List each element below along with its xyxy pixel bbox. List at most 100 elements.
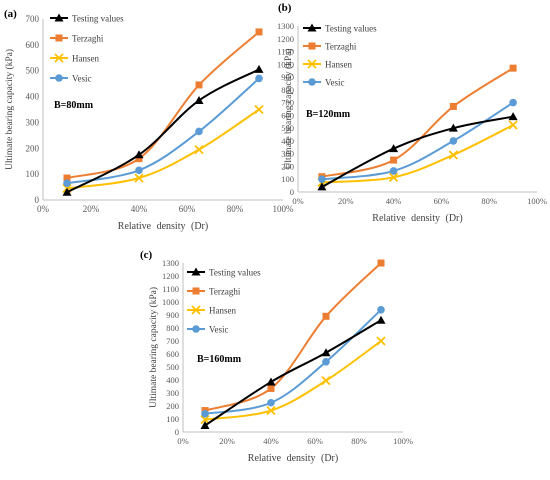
series-line xyxy=(321,124,514,184)
y-tick-label: 100 xyxy=(166,414,179,424)
y-tick-label: 200 xyxy=(26,143,40,153)
series-terzaghi xyxy=(318,64,517,181)
legend-marker xyxy=(191,267,201,276)
y-tick-label: 1300 xyxy=(162,258,179,268)
y-tick-label: 600 xyxy=(166,349,179,359)
y-tick-label: 500 xyxy=(26,66,40,76)
legend-marker xyxy=(55,74,63,82)
data-point xyxy=(509,98,517,107)
y-tick-label: 900 xyxy=(281,72,294,82)
legend: Testing values Terzaghi Hansen Vesic xyxy=(50,13,124,84)
x-tick-label: 20% xyxy=(219,436,235,446)
series-line xyxy=(204,309,382,415)
series-line xyxy=(204,319,382,427)
data-point xyxy=(255,28,263,36)
legend-item: Testing values xyxy=(50,13,124,24)
x-tick-label: 60% xyxy=(179,204,196,214)
legend-item: Testing values xyxy=(303,23,377,34)
legend-marker xyxy=(308,78,316,86)
data-point xyxy=(201,410,209,418)
legend-item: Terzaghi xyxy=(303,42,357,52)
data-point xyxy=(195,81,203,89)
legend-item: Testing values xyxy=(187,267,261,278)
x-tick-label: 20% xyxy=(83,204,100,214)
y-tick-label: 0 xyxy=(290,187,294,197)
x-tick-label: 40% xyxy=(131,204,148,214)
legend-label: Vesic xyxy=(72,74,92,84)
y-axis-title: Ultimate bearing capacity (kPa) xyxy=(4,49,15,170)
data-point xyxy=(508,112,518,121)
data-point xyxy=(389,144,399,153)
series-hansen xyxy=(62,104,264,194)
data-point xyxy=(135,155,143,163)
y-tick-label: 1300 xyxy=(277,21,294,31)
x-axis-title: Relative density (Dr) xyxy=(248,453,338,464)
legend-label: Testing values xyxy=(72,14,124,24)
x-tick-label: 0% xyxy=(292,196,303,206)
series-terzaghi xyxy=(63,28,263,182)
data-point xyxy=(321,376,331,386)
y-tick-label: 700 xyxy=(166,336,179,346)
x-tick-label: 80% xyxy=(481,196,497,206)
data-point xyxy=(509,64,517,72)
legend-marker xyxy=(55,34,63,42)
y-tick-label: 1100 xyxy=(277,47,294,57)
data-point xyxy=(194,95,204,104)
legend-marker xyxy=(308,42,316,50)
data-point xyxy=(508,120,518,130)
x-axis-title: Relative density (Dr) xyxy=(118,221,208,232)
series-vesic xyxy=(201,306,385,418)
y-tick-label: 700 xyxy=(281,98,294,108)
data-point xyxy=(195,127,203,136)
data-point xyxy=(449,137,458,145)
series-line xyxy=(66,31,260,179)
x-tick-label: 80% xyxy=(227,204,244,214)
chart-panel-2: 0 100 200 300 400 500 600 700 800 900 1000 1100 1200… xyxy=(277,2,547,224)
legend-item: Hansen xyxy=(303,59,352,70)
data-point xyxy=(377,306,385,314)
x-axis-title: Relative density (Dr) xyxy=(372,213,462,224)
y-tick-label: 400 xyxy=(281,136,294,146)
chart-panel-3: 0 100 200 300 400 500 600 700 800 900 1000 1100 1200… xyxy=(140,249,413,464)
chart-panel-1: 0 100 200 300 400 500 600 700 0% 20% 40% 60% 80% 100%… xyxy=(4,8,294,232)
x-tick-label: 40% xyxy=(263,436,279,446)
data-point xyxy=(376,315,386,324)
series-line xyxy=(66,108,260,190)
width-annotation: B=80mm xyxy=(54,100,94,111)
data-point xyxy=(134,173,144,183)
data-point xyxy=(266,405,276,416)
data-point xyxy=(267,384,275,392)
data-point xyxy=(63,179,71,187)
x-tick-label: 0% xyxy=(37,204,50,214)
legend-item: Vesic xyxy=(50,74,92,84)
x-tick-label: 100% xyxy=(273,204,295,214)
data-point xyxy=(318,175,326,184)
x-tick-label: 20% xyxy=(338,196,354,206)
legend-label: Testing values xyxy=(325,24,377,34)
y-tick-label: 800 xyxy=(281,85,294,95)
y-tick-label: 700 xyxy=(26,14,40,24)
y-axis-title: Ultimate bearing capacity (kPa) xyxy=(283,48,294,169)
panel-label: (b) xyxy=(278,2,292,14)
y-tick-label: 1000 xyxy=(277,59,294,69)
legend-label: Hansen xyxy=(72,54,99,64)
y-tick-label: 100 xyxy=(26,169,40,179)
legend-marker xyxy=(192,287,200,295)
series-testing-values xyxy=(200,315,386,429)
legend-item: Vesic xyxy=(187,325,229,335)
legend-label: Terzaghi xyxy=(209,287,241,297)
y-tick-label: 400 xyxy=(26,92,40,102)
legend-marker xyxy=(54,53,64,63)
legend: Testing values Terzaghi Hansen Vesic xyxy=(303,23,377,88)
legend-item: Terzaghi xyxy=(187,287,241,297)
y-tick-label: 500 xyxy=(166,362,179,372)
data-point xyxy=(135,166,143,175)
series-line xyxy=(204,340,382,421)
legend-label: Vesic xyxy=(209,325,229,335)
y-tick-label: 800 xyxy=(166,323,179,333)
y-tick-label: 100 xyxy=(281,174,294,184)
series-testing-values xyxy=(62,64,264,196)
y-axis-title: Ultimate bearing capacity (kPa) xyxy=(148,287,159,408)
y-tick-label: 600 xyxy=(26,40,40,50)
